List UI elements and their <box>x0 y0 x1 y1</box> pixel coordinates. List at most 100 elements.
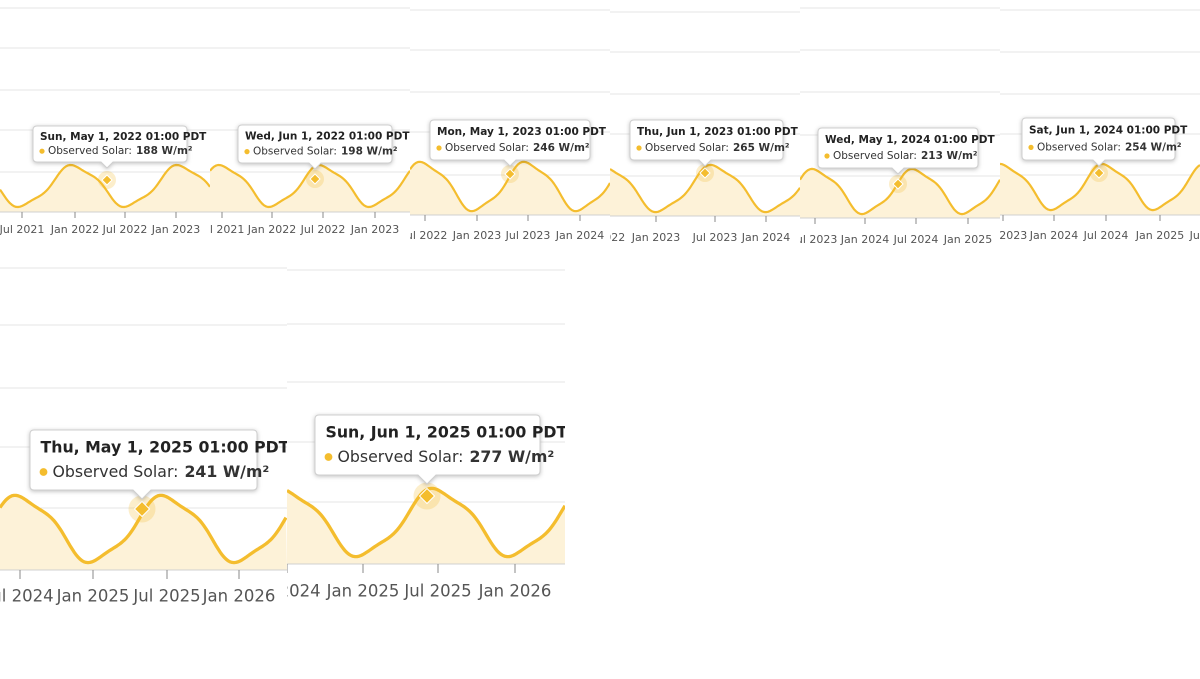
series-label: Observed Solar: <box>645 142 729 154</box>
tooltip-date: Thu, Jun 1, 2023 01:00 PDT <box>637 126 799 138</box>
tooltip-box <box>429 119 591 167</box>
x-tick-label: Jan 2023 <box>631 231 680 244</box>
tooltip-date: Mon, May 1, 2023 01:00 PDT <box>437 126 607 138</box>
series-value: 213 W/m² <box>921 150 978 162</box>
tooltip-date: Sun, May 1, 2022 01:00 PDT <box>40 131 207 143</box>
legend-dot <box>324 453 333 461</box>
hover-point <box>133 500 151 518</box>
series-value: 254 W/m² <box>1125 141 1182 153</box>
x-tick-label: Jul 2024 <box>252 582 320 601</box>
x-tick-label: Jan 2022 <box>247 223 296 236</box>
hover-point <box>504 168 516 180</box>
x-tick-label: Jul 2023 <box>692 231 738 244</box>
x-tick-label: Jan 2025 <box>326 582 400 601</box>
tooltip-box <box>817 127 979 175</box>
x-tick-label: Jan 2026 <box>202 587 276 606</box>
series-label: Observed Solar: <box>253 146 337 158</box>
legend-dot <box>39 468 48 476</box>
x-tick-label: Jan 2023 <box>978 229 1027 242</box>
series-label: Observed Solar: <box>445 142 529 154</box>
tooltip-line: Observed Solar: 198 W/m² <box>253 146 398 158</box>
hover-point <box>418 487 436 505</box>
x-tick-label: Jul 2025 <box>1189 229 1200 242</box>
x-tick-label: Jul 2022 <box>402 229 448 242</box>
x-tick-label: Jan 2024 <box>555 229 604 242</box>
hover-point <box>892 178 904 190</box>
area-fill <box>1000 163 1200 215</box>
x-tick-label: Jul 2024 <box>893 233 939 246</box>
x-tick-label: Jan 2024 <box>741 231 790 244</box>
x-tick-label: Jul 2022 <box>300 223 346 236</box>
hover-point <box>699 167 711 179</box>
tooltip-line: Observed Solar: 246 W/m² <box>445 142 590 154</box>
tooltip-date: Wed, Jun 1, 2022 01:00 PDT <box>245 130 410 142</box>
tooltip-date: Sat, Jun 1, 2024 01:00 PDT <box>1029 125 1188 137</box>
x-tick-label: Jan 2024 <box>1029 229 1078 242</box>
area-fill <box>610 164 800 216</box>
series-label: Observed Solar: <box>53 462 179 481</box>
x-tick-label: Jul 2024 <box>1083 229 1129 242</box>
series-value: 246 W/m² <box>533 142 590 154</box>
x-tick-label: Jan 2022 <box>50 223 99 236</box>
tooltip-line: Observed Solar: 213 W/m² <box>833 150 978 162</box>
legend-dot <box>436 145 442 151</box>
tooltip-line: Observed Solar: 188 W/m² <box>48 145 193 157</box>
x-tick-label: Jan 2025 <box>1135 229 1184 242</box>
legend-dot <box>636 145 642 151</box>
tooltip-box <box>1021 117 1176 167</box>
x-tick-label: Jan 2022 <box>576 231 625 244</box>
solar-line <box>0 163 210 209</box>
x-tick-label: Jan 2026 <box>478 582 552 601</box>
chart-panel: Jul 2021 Jan 2022 Jul 2022 Jan 2023 Wed, Jun… <box>199 0 410 265</box>
x-tick-label: Jul 2025 <box>403 582 471 601</box>
x-tick-label: Jul 2021 <box>0 223 44 236</box>
series-value: 241 W/m² <box>184 462 269 481</box>
tooltip-line: Observed Solar: 241 W/m² <box>53 462 270 481</box>
series-value: 198 W/m² <box>341 146 398 158</box>
tooltip-box <box>629 119 784 167</box>
x-tick-label: Jan 2025 <box>56 587 130 606</box>
x-tick-label: Jan 2023 <box>151 223 200 236</box>
tooltip-box <box>314 414 541 485</box>
x-tick-label: Jan 2023 <box>452 229 501 242</box>
area-fill <box>210 165 410 212</box>
chart-panel: Jul 2022 Jan 2023 Jul 2023 Jan 2024 Mon, May… <box>402 0 610 265</box>
x-tick-label: Jan 2023 <box>350 223 399 236</box>
series-value: 277 W/m² <box>469 447 554 466</box>
legend-dot <box>824 153 830 159</box>
tooltip-box <box>32 125 188 169</box>
tooltip-date: Wed, May 1, 2024 01:00 PDT <box>825 134 996 146</box>
x-tick-label: Jul 2023 <box>792 233 838 246</box>
chart-panel: Jul 2023 Jan 2024 Jul 2024 Jan 2025 Wed, May… <box>792 0 1000 265</box>
x-tick-label: Jan 2025 <box>943 233 992 246</box>
x-tick-label: Jul 2024 <box>0 587 54 606</box>
chart-panel: Jul 2024 Jan 2025 Jul 2025 Jan 2026 Sun, Jun… <box>252 262 568 620</box>
solar-line <box>210 163 410 209</box>
series-label: Observed Solar: <box>48 145 132 157</box>
hover-point <box>1093 167 1105 179</box>
series-label: Observed Solar: <box>338 447 464 466</box>
x-tick-label: Jan 2024 <box>840 233 889 246</box>
tooltip-line: Observed Solar: 265 W/m² <box>645 142 790 154</box>
series-value: 188 W/m² <box>136 145 193 157</box>
tooltip-date: Sun, Jun 1, 2025 01:00 PDT <box>326 423 568 442</box>
legend-dot <box>244 149 250 155</box>
tooltip-box <box>237 124 393 170</box>
x-tick-label: Jul 2021 <box>199 223 245 236</box>
tooltip-box <box>29 429 258 500</box>
legend-dot <box>39 148 45 154</box>
chart-panel: Jul 2021 Jan 2022 Jul 2022 Jan 2023 Sun, May… <box>0 0 210 265</box>
solar-line <box>610 163 800 214</box>
series-value: 265 W/m² <box>733 142 790 154</box>
x-tick-label: Jul 2022 <box>102 223 148 236</box>
hover-point <box>101 174 113 186</box>
legend-dot <box>1028 144 1034 150</box>
solar-line <box>800 167 1000 216</box>
x-tick-label: Jul 2025 <box>132 587 200 606</box>
x-tick-label: Jul 2023 <box>505 229 551 242</box>
area-fill <box>287 488 565 564</box>
